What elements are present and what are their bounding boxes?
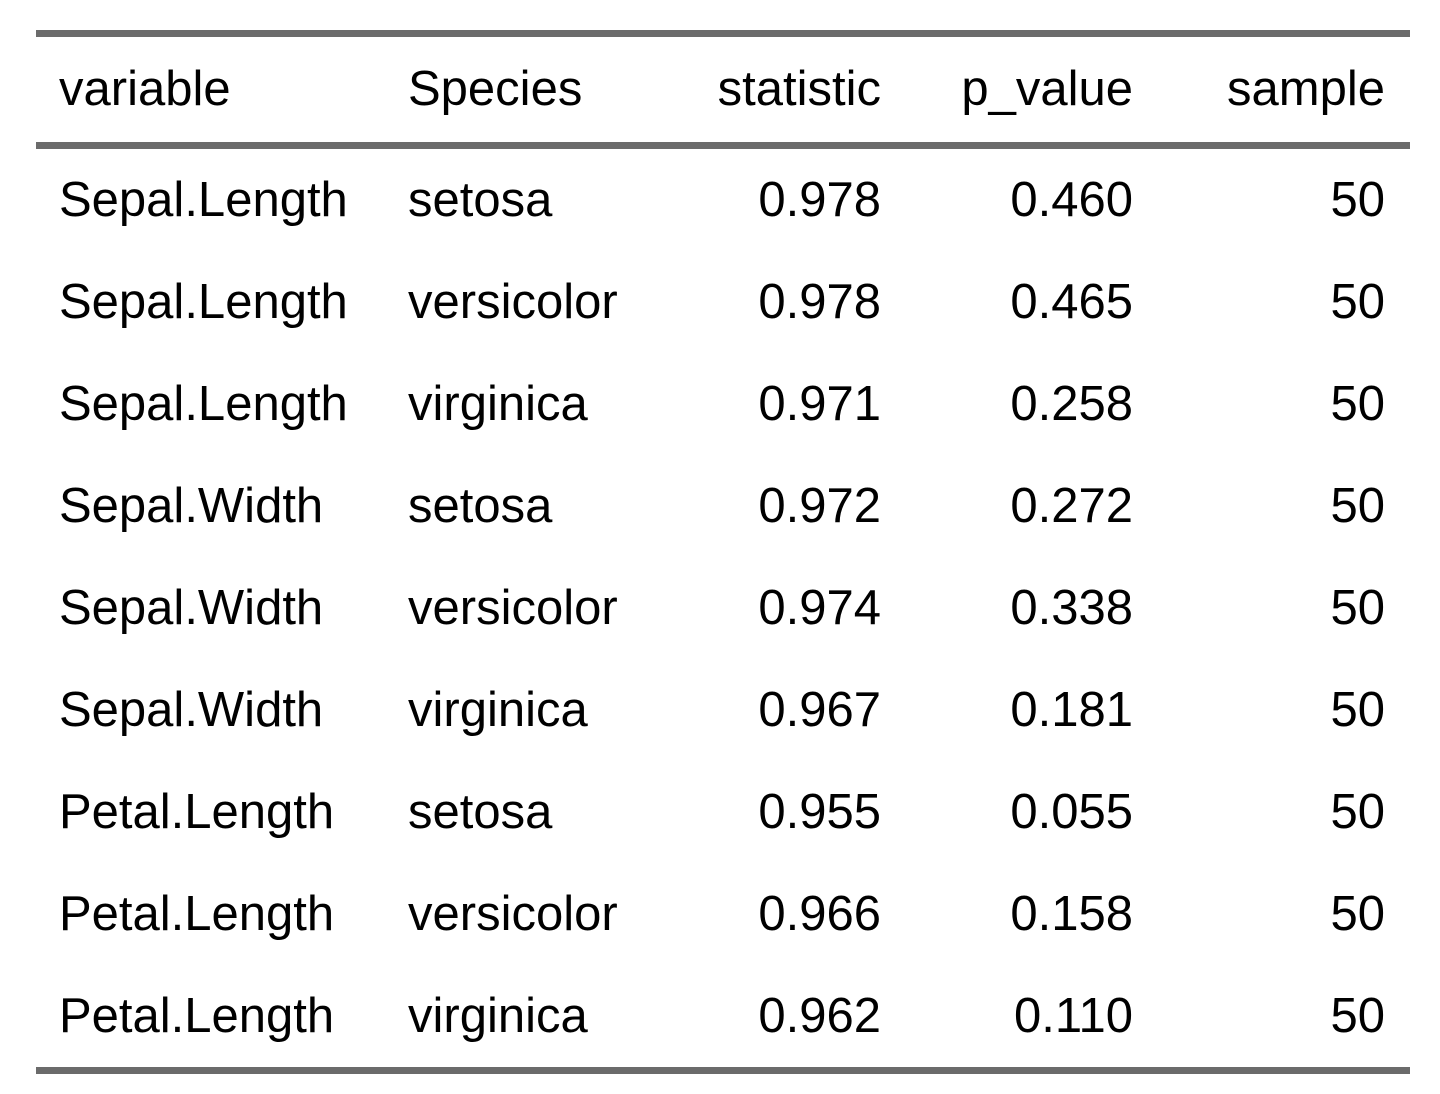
cell-statistic: 0.972: [758, 478, 881, 533]
cell-statistic: 0.967: [758, 682, 881, 737]
cell-sample: 50: [1330, 478, 1385, 533]
header-sample: sample: [1227, 62, 1385, 116]
table-row: Sepal.Length versicolor 0.978 0.465 50: [36, 251, 1410, 353]
table-row: Sepal.Width virginica 0.967 0.181 50: [36, 659, 1410, 761]
cell-species: setosa: [408, 172, 553, 227]
results-table-container: variable Species statistic p_value sampl…: [36, 30, 1410, 1074]
table-row: Sepal.Length setosa 0.978 0.460 50: [36, 149, 1410, 251]
bottom-rule: [36, 1067, 1410, 1074]
results-table: variable Species statistic p_value sampl…: [36, 37, 1410, 142]
cell-sample: 50: [1330, 784, 1385, 839]
table-row: Petal.Length virginica 0.962 0.110 50: [36, 965, 1410, 1067]
cell-sample: 50: [1330, 376, 1385, 431]
cell-variable: Sepal.Width: [59, 580, 324, 635]
cell-species: versicolor: [408, 274, 618, 329]
cell-variable: Petal.Length: [59, 886, 335, 941]
table-row: Sepal.Width setosa 0.972 0.272 50: [36, 455, 1410, 557]
cell-statistic: 0.966: [758, 886, 881, 941]
cell-p-value: 0.055: [1010, 784, 1133, 839]
header-variable: variable: [59, 62, 231, 116]
cell-p-value: 0.338: [1010, 580, 1133, 635]
cell-p-value: 0.272: [1010, 478, 1133, 533]
header-statistic: statistic: [717, 62, 881, 116]
table-header: variable Species statistic p_value sampl…: [36, 37, 1410, 142]
cell-sample: 50: [1330, 274, 1385, 329]
cell-sample: 50: [1330, 682, 1385, 737]
cell-species: virginica: [408, 376, 588, 431]
top-rule: [36, 30, 1410, 37]
cell-species: virginica: [408, 988, 588, 1043]
cell-p-value: 0.258: [1010, 376, 1133, 431]
header-p-value: p_value: [961, 62, 1133, 116]
cell-p-value: 0.181: [1010, 682, 1133, 737]
cell-sample: 50: [1330, 988, 1385, 1043]
cell-species: versicolor: [408, 580, 618, 635]
cell-statistic: 0.974: [758, 580, 881, 635]
cell-sample: 50: [1330, 886, 1385, 941]
cell-variable: Petal.Length: [59, 784, 335, 839]
cell-species: virginica: [408, 682, 588, 737]
cell-sample: 50: [1330, 172, 1385, 227]
cell-statistic: 0.971: [758, 376, 881, 431]
cell-statistic: 0.962: [758, 988, 881, 1043]
header-species: Species: [408, 62, 583, 116]
table-row: Petal.Length versicolor 0.966 0.158 50: [36, 863, 1410, 965]
cell-p-value: 0.158: [1010, 886, 1133, 941]
cell-variable: Sepal.Width: [59, 682, 324, 737]
results-table-body: Sepal.Length setosa 0.978 0.460 50 Sepal…: [36, 149, 1410, 1067]
cell-statistic: 0.978: [758, 172, 881, 227]
cell-p-value: 0.110: [1014, 988, 1133, 1043]
cell-sample: 50: [1330, 580, 1385, 635]
cell-species: setosa: [408, 478, 553, 533]
table-body: Sepal.Length setosa 0.978 0.460 50 Sepal…: [36, 149, 1410, 1067]
cell-variable: Petal.Length: [59, 988, 335, 1043]
table-row: Petal.Length setosa 0.955 0.055 50: [36, 761, 1410, 863]
header-rule: [36, 142, 1410, 149]
cell-variable: Sepal.Width: [59, 478, 324, 533]
table-row: Sepal.Length virginica 0.971 0.258 50: [36, 353, 1410, 455]
cell-statistic: 0.955: [758, 784, 881, 839]
cell-variable: Sepal.Length: [59, 376, 348, 431]
cell-variable: Sepal.Length: [59, 274, 348, 329]
cell-statistic: 0.978: [758, 274, 881, 329]
cell-species: setosa: [408, 784, 553, 839]
header-row: variable Species statistic p_value sampl…: [36, 37, 1410, 142]
cell-p-value: 0.460: [1010, 172, 1133, 227]
table-row: Sepal.Width versicolor 0.974 0.338 50: [36, 557, 1410, 659]
cell-variable: Sepal.Length: [59, 172, 348, 227]
cell-p-value: 0.465: [1010, 274, 1133, 329]
cell-species: versicolor: [408, 886, 618, 941]
